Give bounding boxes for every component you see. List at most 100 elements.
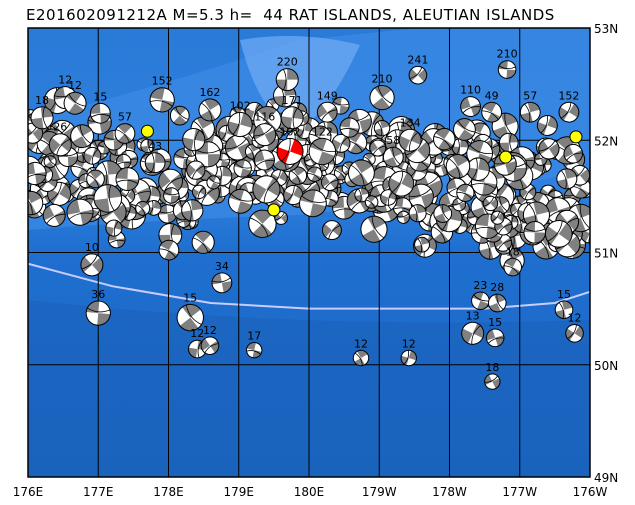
focal-mechanism-ball[interactable] <box>482 371 503 392</box>
focal-mechanism-ball[interactable] <box>82 145 104 167</box>
focal-mechanism-ball[interactable] <box>76 249 107 280</box>
focal-mechanism-ball[interactable] <box>305 135 339 169</box>
focal-mechanism-ball[interactable] <box>319 217 346 244</box>
focal-mechanism-ball[interactable] <box>243 204 282 243</box>
focal-mechanism-ball[interactable] <box>221 131 254 164</box>
focal-mechanism-ball[interactable] <box>145 199 162 216</box>
focal-mechanism-ball[interactable] <box>329 131 353 155</box>
focal-mechanism-ball[interactable] <box>451 138 469 156</box>
focal-mechanism-ball[interactable] <box>286 163 310 187</box>
focal-mechanism-ball[interactable] <box>104 218 123 237</box>
focal-mechanism-ball[interactable] <box>92 183 123 214</box>
focal-mechanism-ball[interactable] <box>133 199 153 219</box>
focal-mechanism-ball[interactable] <box>280 182 306 208</box>
focal-mechanism-ball[interactable] <box>429 124 459 154</box>
focal-mechanism-ball[interactable] <box>89 102 111 124</box>
focal-mechanism-ball[interactable] <box>210 271 233 294</box>
focal-mechanism-ball[interactable] <box>562 321 586 345</box>
focal-mechanism-ball[interactable] <box>555 99 582 126</box>
focal-mechanism-ball[interactable] <box>521 199 553 231</box>
highlight-event-marker[interactable] <box>267 203 281 217</box>
focal-mechanism-ball[interactable] <box>449 114 479 144</box>
focal-mechanism-ball[interactable] <box>245 341 263 359</box>
focal-mechanism-ball[interactable] <box>488 209 506 227</box>
focal-mechanism-ball[interactable] <box>294 120 314 140</box>
focal-mechanism-ball[interactable] <box>181 127 207 153</box>
focal-mechanism-ball[interactable] <box>42 153 59 170</box>
focal-mechanism-ball[interactable] <box>499 132 519 153</box>
highlight-event-marker[interactable] <box>569 130 583 144</box>
focal-mechanism-ball[interactable] <box>344 155 380 191</box>
focal-mechanism-ball[interactable] <box>497 60 517 79</box>
focal-mechanism-ball[interactable] <box>350 347 371 368</box>
focal-mechanism-ball[interactable] <box>232 158 253 179</box>
focal-mechanism-ball[interactable] <box>431 202 454 225</box>
focal-mechanism-ball[interactable] <box>367 137 389 159</box>
focal-mechanism-ball[interactable] <box>39 201 69 231</box>
focal-mechanism-ball[interactable] <box>535 113 561 139</box>
focal-mechanism-ball[interactable] <box>363 193 381 211</box>
focal-mechanism-ball[interactable] <box>22 161 47 186</box>
focal-mechanism-ball[interactable] <box>354 187 370 203</box>
focal-mechanism-ball[interactable] <box>454 182 477 205</box>
focal-mechanism-ball[interactable] <box>275 68 299 92</box>
focal-mechanism-ball[interactable] <box>297 187 329 219</box>
focal-mechanism-ball[interactable] <box>458 94 483 119</box>
highlight-event-marker[interactable] <box>140 124 154 138</box>
focal-mechanism-ball[interactable] <box>111 120 139 148</box>
focal-mechanism-ball[interactable] <box>465 156 491 182</box>
focal-mechanism-ball[interactable] <box>148 85 177 114</box>
focal-mechanism-ball[interactable] <box>484 327 506 349</box>
focal-mechanism-ball[interactable] <box>399 348 418 367</box>
focal-mechanism-ball[interactable] <box>252 148 277 173</box>
focal-mechanism-ball[interactable] <box>540 215 577 252</box>
focal-mechanism-ball[interactable] <box>172 299 209 336</box>
focal-mechanism-ball[interactable] <box>180 198 204 222</box>
focal-mechanism-ball[interactable] <box>198 333 222 357</box>
focal-mechanism-ball[interactable] <box>188 227 219 258</box>
focal-mechanism-ball[interactable] <box>250 120 280 150</box>
focal-mechanism-ball[interactable] <box>413 236 431 254</box>
focal-mechanism-ball[interactable] <box>501 255 525 279</box>
focal-mechanism-ball[interactable] <box>478 99 505 126</box>
focal-mechanism-ball[interactable] <box>205 173 223 191</box>
focal-mechanism-ball[interactable] <box>167 102 194 129</box>
focal-mechanism-ball[interactable] <box>15 187 46 218</box>
focal-mechanism-ball[interactable] <box>190 183 208 201</box>
focal-mechanism-ball[interactable] <box>356 212 391 247</box>
focal-mechanism-ball[interactable] <box>83 166 108 191</box>
main-event-ball[interactable] <box>273 135 306 168</box>
focal-mechanism-ball[interactable] <box>385 167 419 201</box>
focal-mechanism-ball[interactable] <box>408 203 428 223</box>
focal-mechanism-ball[interactable] <box>561 141 586 166</box>
focal-mechanism-ball[interactable] <box>144 152 166 174</box>
focal-mechanism-ball[interactable] <box>396 126 425 155</box>
focal-mechanism-ball[interactable] <box>318 171 341 194</box>
focal-mechanism-ball[interactable] <box>65 197 96 228</box>
focal-mechanism-ball[interactable] <box>469 289 492 312</box>
focal-mechanism-ball[interactable] <box>85 300 111 326</box>
focal-mechanism-ball[interactable] <box>535 135 563 163</box>
focal-mechanism-ball[interactable] <box>396 210 410 224</box>
focal-mechanism-ball[interactable] <box>365 81 399 115</box>
focal-mechanism-ball[interactable] <box>115 167 140 191</box>
focal-mechanism-ball[interactable] <box>480 193 500 213</box>
focal-mechanism-ball[interactable] <box>555 167 579 191</box>
focal-mechanism-ball[interactable] <box>45 129 76 160</box>
focal-mechanism-ball[interactable] <box>156 237 183 264</box>
focal-mechanism-ball[interactable] <box>378 188 398 208</box>
focal-mechanism-ball[interactable] <box>339 117 360 138</box>
focal-mechanism-ball[interactable] <box>442 150 474 182</box>
focal-mechanism-ball[interactable] <box>183 157 209 183</box>
highlight-event-marker[interactable] <box>499 150 513 164</box>
focal-mechanism-ball[interactable] <box>305 164 325 184</box>
focal-mechanism-ball[interactable] <box>280 105 305 130</box>
focal-mechanism-ball[interactable] <box>60 88 91 119</box>
focal-mechanism-ball[interactable] <box>248 171 285 208</box>
focal-mechanism-ball[interactable] <box>225 110 255 140</box>
focal-mechanism-ball[interactable] <box>163 187 180 204</box>
focal-mechanism-ball[interactable] <box>195 95 225 125</box>
focal-mechanism-ball[interactable] <box>518 100 542 124</box>
focal-mechanism-ball[interactable] <box>154 164 188 198</box>
focal-mechanism-ball[interactable] <box>66 121 97 152</box>
